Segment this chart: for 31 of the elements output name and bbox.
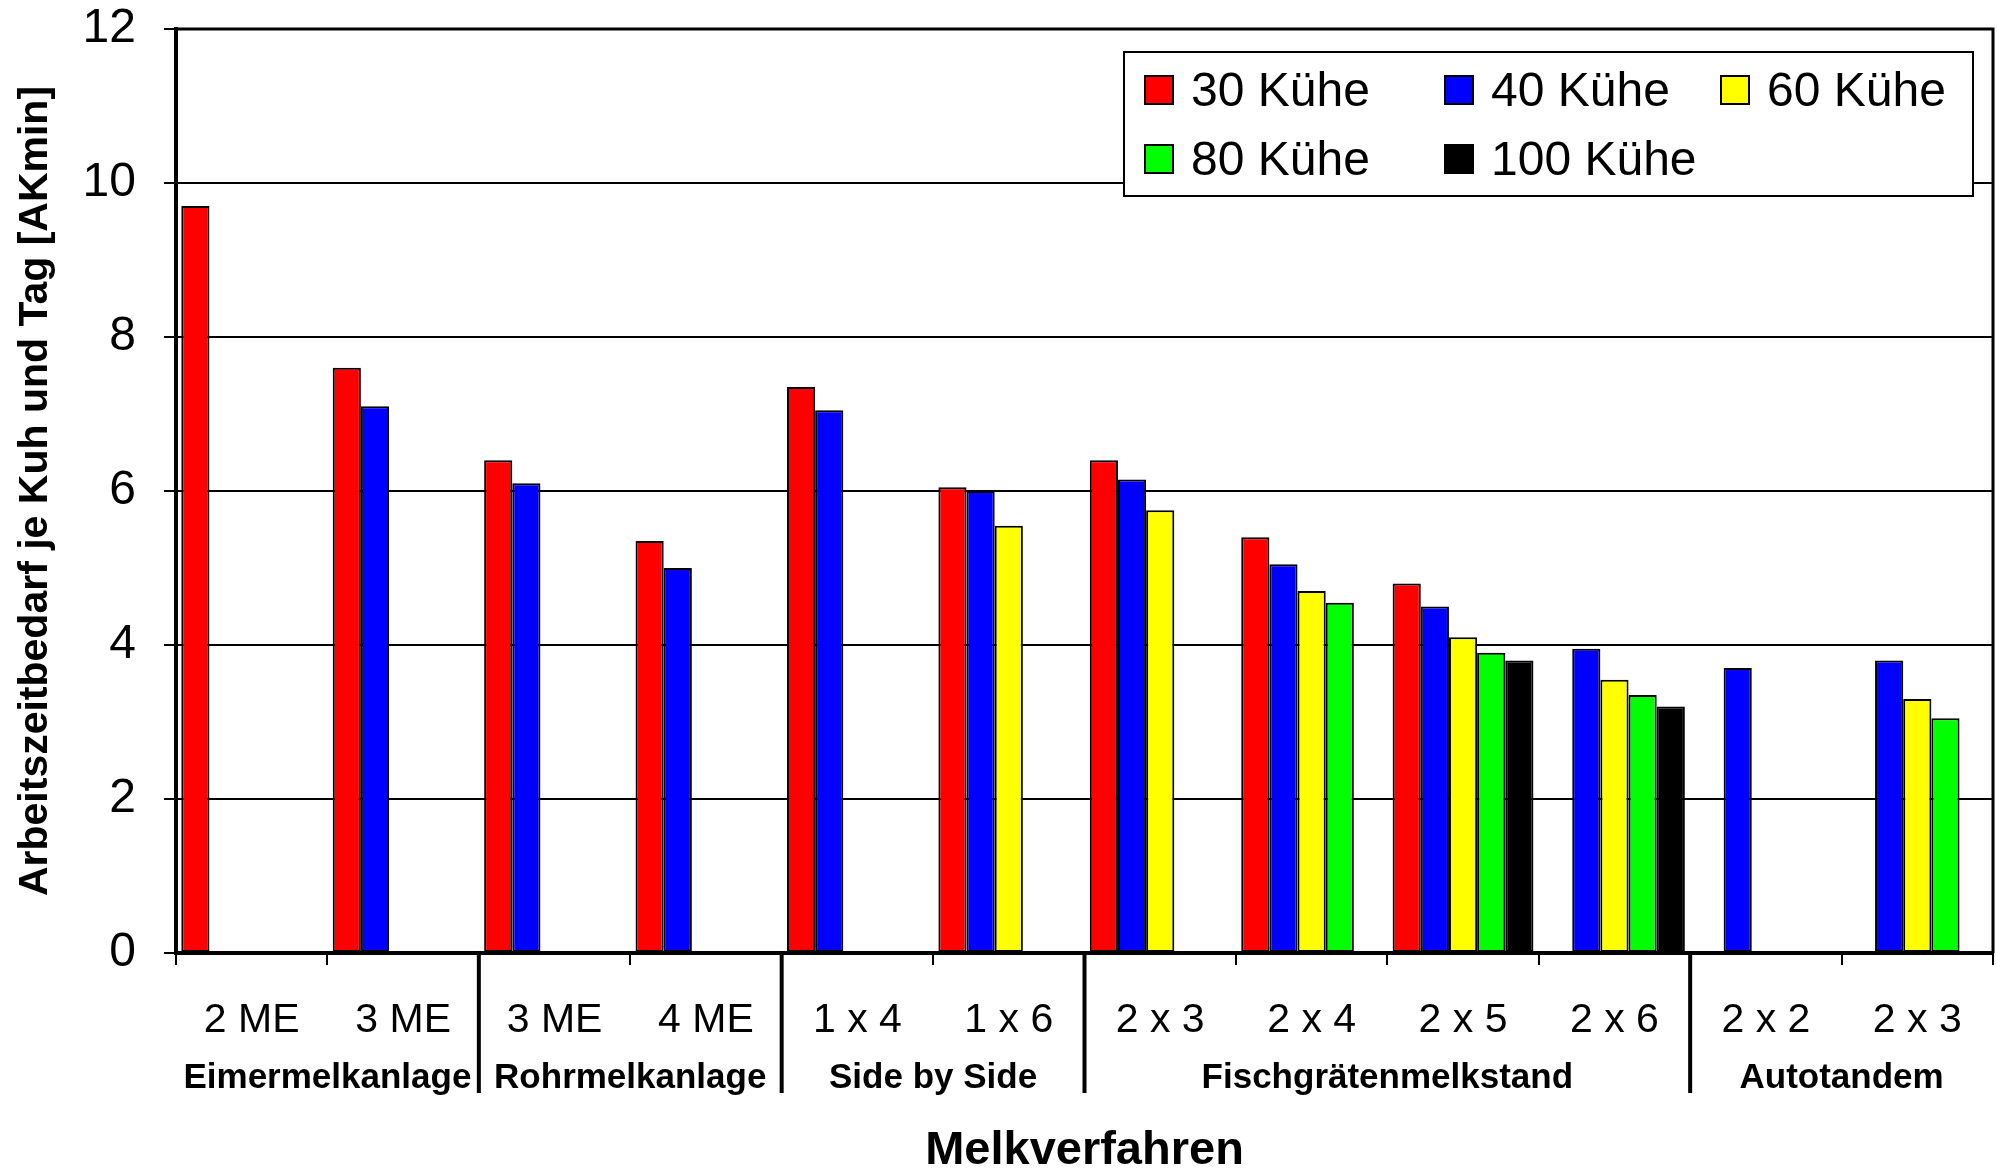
legend-label: 80 Kühe [1191,131,1370,186]
y-tick-label: 12 [82,0,136,53]
text: Side by Side [829,1055,1038,1095]
y-axis-title: Arbeitszeitbedarf je Kuh und Tag [AKmin] [9,85,56,897]
text: Eimermelkanlage [183,1055,472,1095]
y-tick-label: 10 [82,153,136,207]
x-tick-label: 3 ME [355,994,451,1041]
y-tick-label: 4 [109,615,136,669]
y-tick-label: 6 [109,461,136,515]
x-tick-label: 2 x 6 [1570,994,1659,1041]
legend-label: 40 Kühe [1491,62,1670,117]
y-tick-label: 8 [109,307,136,361]
x-tick-label: 1 x 4 [812,994,902,1041]
legend-label: 30 Kühe [1191,62,1370,117]
x-tick-label: 4 ME [658,994,754,1041]
y-tick-label: 2 [109,769,136,823]
x-axis-title: Melkverfahren [925,1121,1244,1171]
x-tick-label: 2 x 2 [1721,994,1811,1041]
x-tick-label: 2 x 4 [1267,994,1357,1041]
text: Rohrmelkanlage [494,1055,767,1095]
x-tick-label: 2 x 3 [1115,994,1205,1041]
x-tick-label: 2 ME [203,994,300,1041]
text: Fischgrätenmelkstand [1201,1055,1574,1095]
text: Autotandem [1739,1055,1944,1095]
legend-label: 60 Kühe [1767,62,1946,117]
y-tick-label: 0 [109,923,136,977]
x-tick-label: 3 ME [506,994,603,1041]
x-tick-label: 1 x 6 [964,994,1054,1041]
x-tick-label: 2 x 5 [1418,994,1508,1041]
x-tick-label: 2 x 3 [1872,994,1962,1041]
legend-label: 100 Kühe [1491,131,1697,186]
